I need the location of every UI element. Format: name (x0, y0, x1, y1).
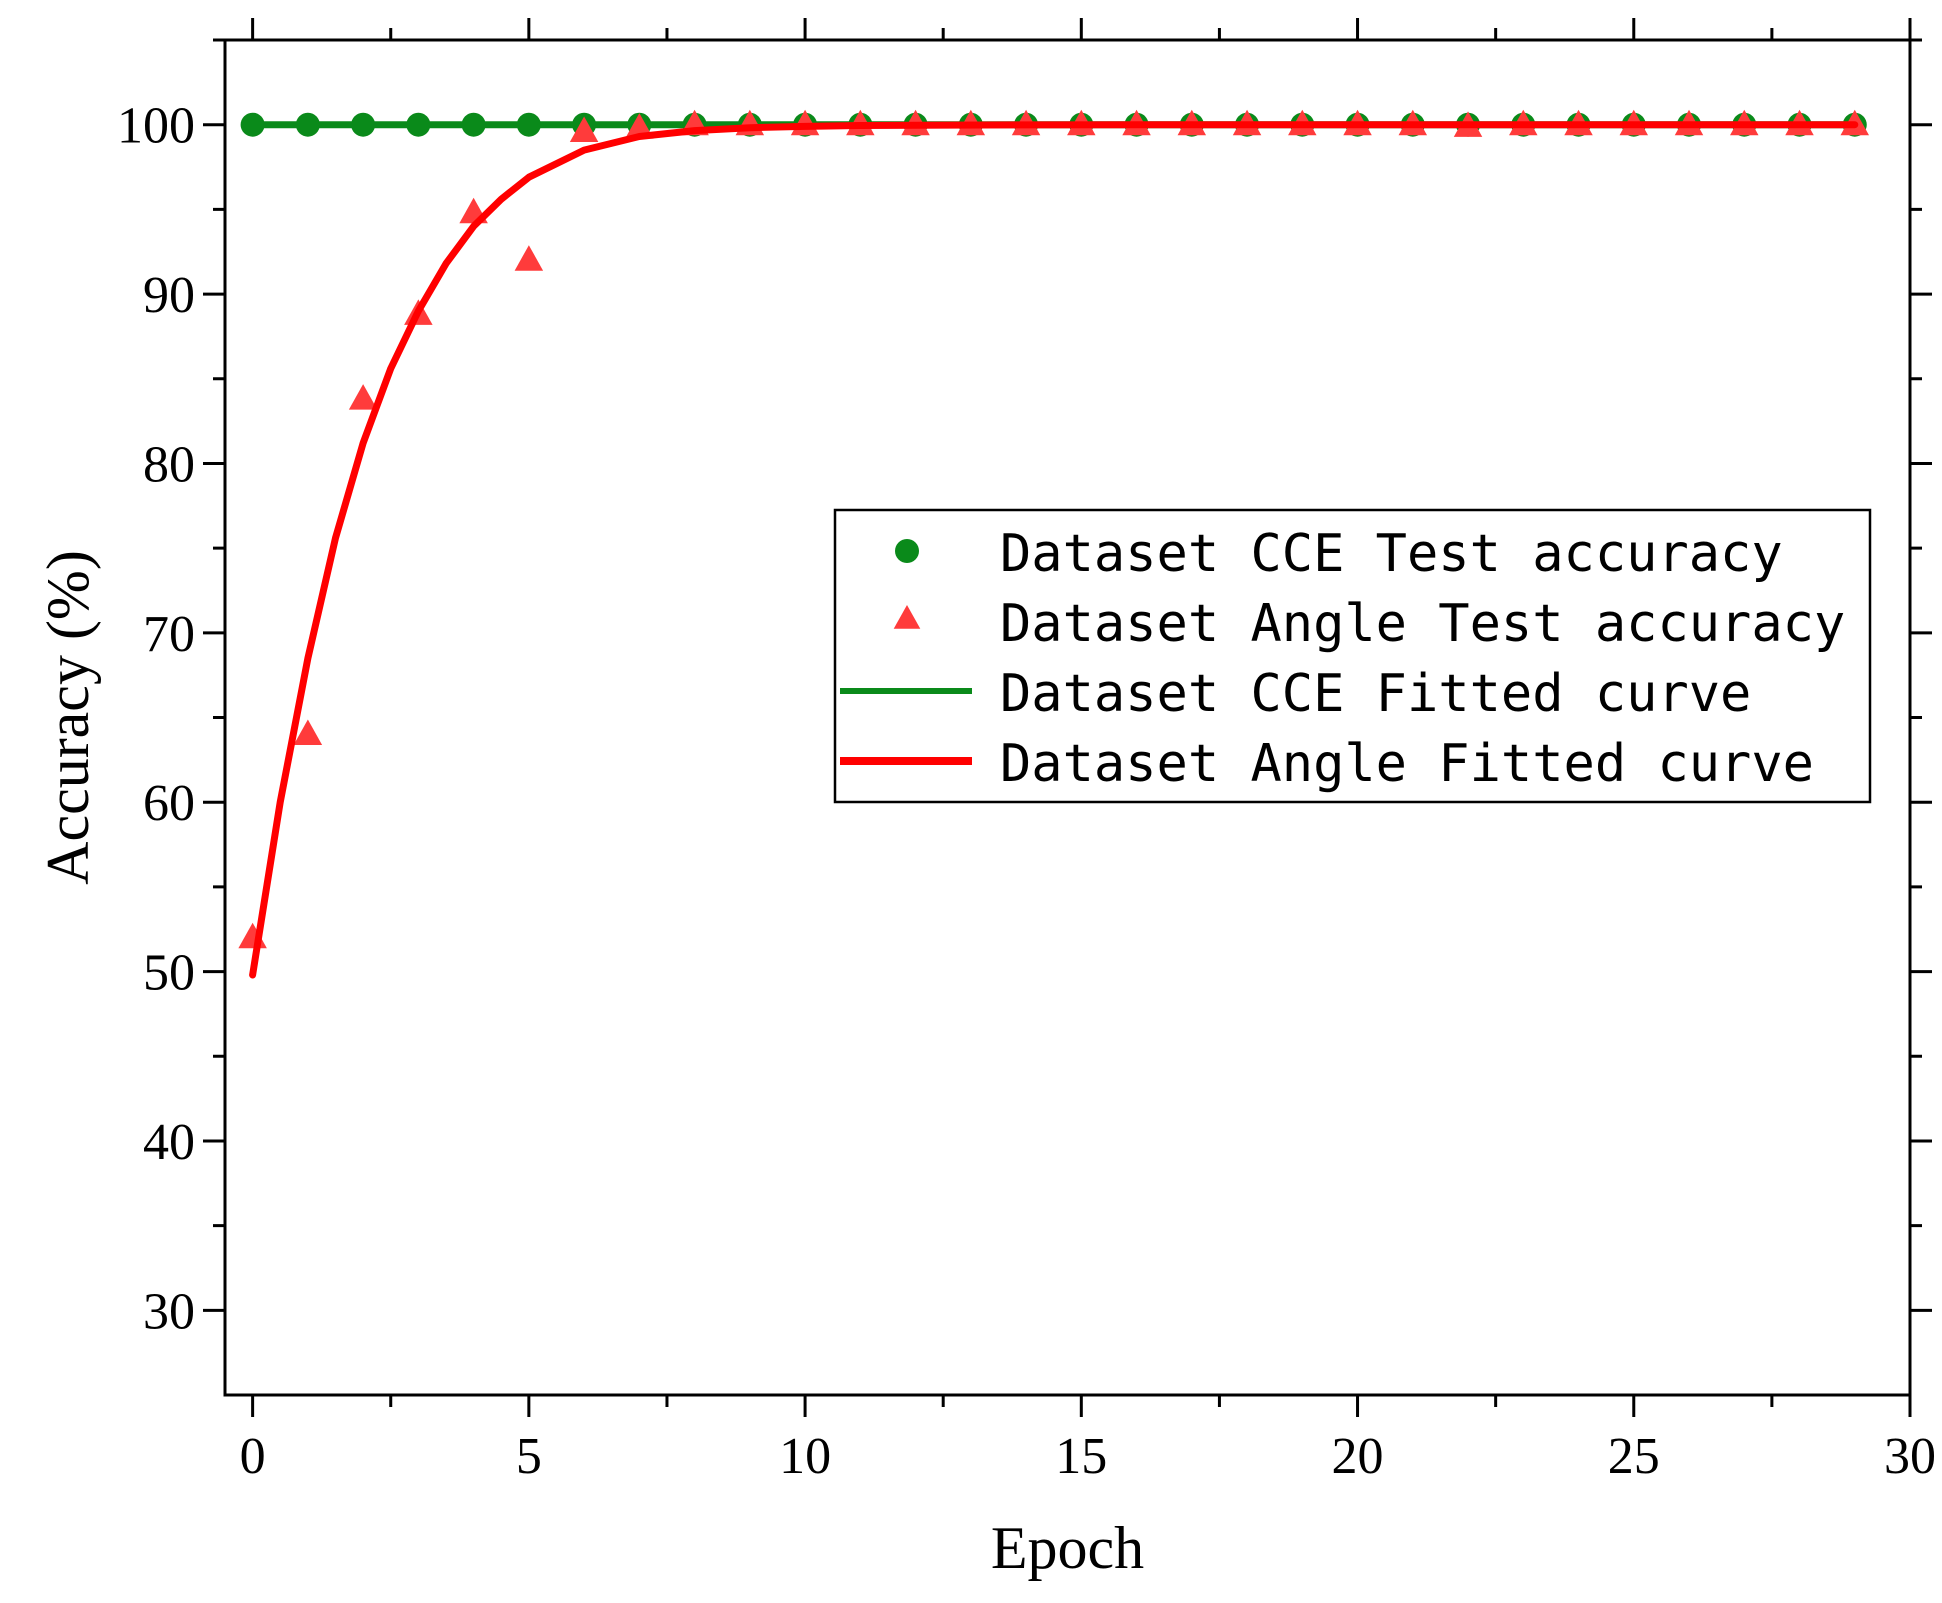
legend-box (833, 508, 1872, 804)
legend-label: Dataset CCE Test accuracy (1000, 524, 1783, 584)
angle-test-point (625, 113, 654, 139)
angle-test-point (514, 245, 544, 271)
y-tick-label: 60 (143, 775, 195, 832)
y-axis-label: Accuracy (%) (35, 550, 101, 885)
cce-test-point (461, 112, 486, 137)
x-tick-label: 30 (1884, 1428, 1936, 1485)
x-tick-label: 0 (240, 1428, 266, 1485)
y-tick-label: 70 (143, 606, 195, 663)
x-axis-label: Epoch (991, 1515, 1144, 1581)
y-tick-label: 90 (143, 267, 195, 324)
cce-test-point (295, 112, 320, 137)
legend-symbol-circle (895, 539, 919, 563)
cce-test-point (516, 112, 541, 137)
x-tick-label: 20 (1332, 1428, 1384, 1485)
plot-frame (223, 38, 1912, 1397)
legend-label: Dataset Angle Fitted curve (1000, 734, 1814, 794)
y-tick-label: 40 (143, 1114, 195, 1171)
angle-test-point (569, 116, 599, 142)
x-tick-label: 10 (779, 1428, 831, 1485)
cce-test-point (351, 112, 376, 137)
cce-test-point (240, 112, 265, 137)
legend-symbol-triangle (893, 605, 921, 629)
cce-test-point (406, 112, 431, 137)
marks-layer (238, 109, 1870, 979)
y-tick-label: 30 (143, 1283, 195, 1340)
y-tick-label: 80 (143, 436, 195, 493)
y-tick-label: 50 (143, 945, 195, 1002)
x-tick-label: 25 (1608, 1428, 1660, 1485)
ticks-layer: 0 5 10 15 20 25 30 30 40 50 60 70 80 90 100 (117, 18, 1936, 1485)
angle-fitted-curve (249, 121, 1859, 979)
legend-label: Dataset CCE Fitted curve (1000, 664, 1751, 724)
angle-test-point (348, 384, 378, 410)
legend: Dataset CCE Test accuracy Dataset Angle T… (833, 508, 1872, 804)
angle-test-point (293, 719, 323, 745)
y-tick-label: 100 (117, 98, 195, 155)
legend-label: Dataset Angle Test accuracy (1000, 594, 1845, 654)
x-tick-label: 15 (1055, 1428, 1107, 1485)
x-tick-label: 5 (516, 1428, 542, 1485)
